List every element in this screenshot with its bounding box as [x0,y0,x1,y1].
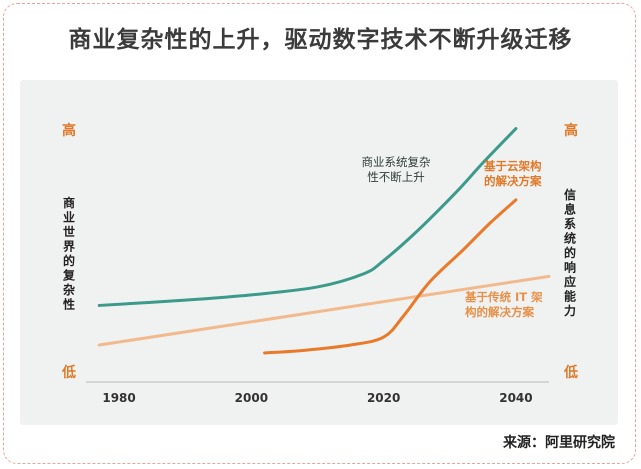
left-axis-low-label: 低 [61,364,76,381]
right-axis-low-label: 低 [563,364,578,381]
series-label-business-complexity: 商业系统复杂 [362,155,431,169]
series-line-cloud-solution [263,198,518,355]
x-tick-label: 2020 [367,391,400,405]
x-tick-label: 1980 [102,391,135,405]
chart-panel [20,80,618,425]
page-title: 商业复杂性的上升，驱动数字技术不断升级迁移 [68,27,573,53]
x-tick-label: 2000 [235,391,268,405]
left-axis-title: 商业世界的复杂性 [62,195,76,312]
right-axis-high-label: 高 [564,122,578,139]
x-tick-label: 2040 [499,391,532,405]
series-label-traditional-it: 构的解决方案 [465,305,534,319]
left-axis-high-label: 高 [62,122,76,139]
series-label-traditional-it: 基于传统 IT 架 [464,290,543,304]
series-label-business-complexity: 性不断上升 [367,170,425,184]
series-line-traditional-it [97,274,551,347]
right-axis-title: 信息系统的响应能力 [564,187,576,318]
series-label-cloud-solution: 基于云架构 [483,159,542,173]
series-line-business-complexity [97,127,518,307]
source-note: 来源：阿里研究院 [503,435,615,451]
series-label-cloud-solution: 的解决方案 [484,174,542,188]
